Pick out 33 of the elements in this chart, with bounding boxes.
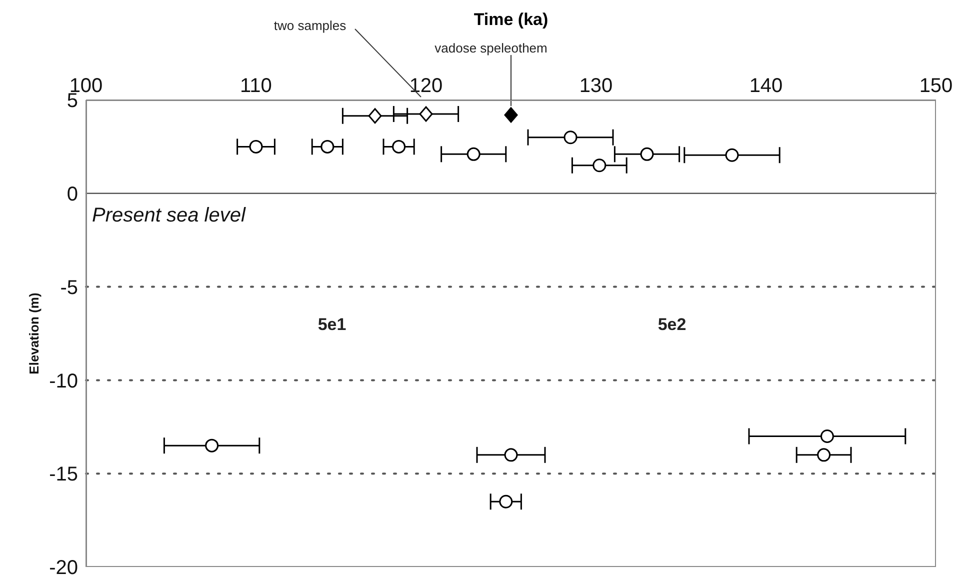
point	[725, 148, 739, 162]
x-axis-title: Time (ka)	[474, 10, 548, 29]
point	[205, 438, 219, 452]
point	[368, 108, 382, 124]
x-tick-label: 150	[919, 75, 953, 97]
annotation: 5e2	[656, 315, 688, 335]
point	[466, 147, 480, 161]
point	[640, 147, 654, 161]
point	[592, 158, 606, 172]
annotation: 5e1	[316, 315, 348, 335]
point	[499, 494, 513, 508]
x-tick-label: 110	[240, 75, 272, 97]
point	[419, 106, 433, 122]
x-tick-label: 140	[749, 75, 783, 97]
point	[564, 130, 578, 144]
x-tick-label: 130	[579, 75, 613, 97]
point	[820, 429, 834, 443]
point	[504, 448, 518, 462]
point	[249, 140, 263, 154]
annotation: vadose speleothem	[434, 40, 548, 56]
x-tick-label: 120	[409, 75, 443, 97]
y-tick-label: -20	[49, 557, 78, 580]
y-axis-title: Elevation (m)	[26, 292, 42, 374]
text: two samples	[272, 17, 348, 35]
y-tick-label: 0	[66, 184, 78, 206]
point	[320, 140, 334, 154]
point	[392, 140, 406, 154]
point	[817, 448, 831, 462]
y-tick-label: -10	[49, 370, 78, 392]
y-tick-label: -5	[60, 276, 78, 299]
y-tick-label: -15	[49, 464, 78, 486]
point	[504, 107, 518, 123]
ref-line-label: Present sea level	[92, 204, 246, 226]
